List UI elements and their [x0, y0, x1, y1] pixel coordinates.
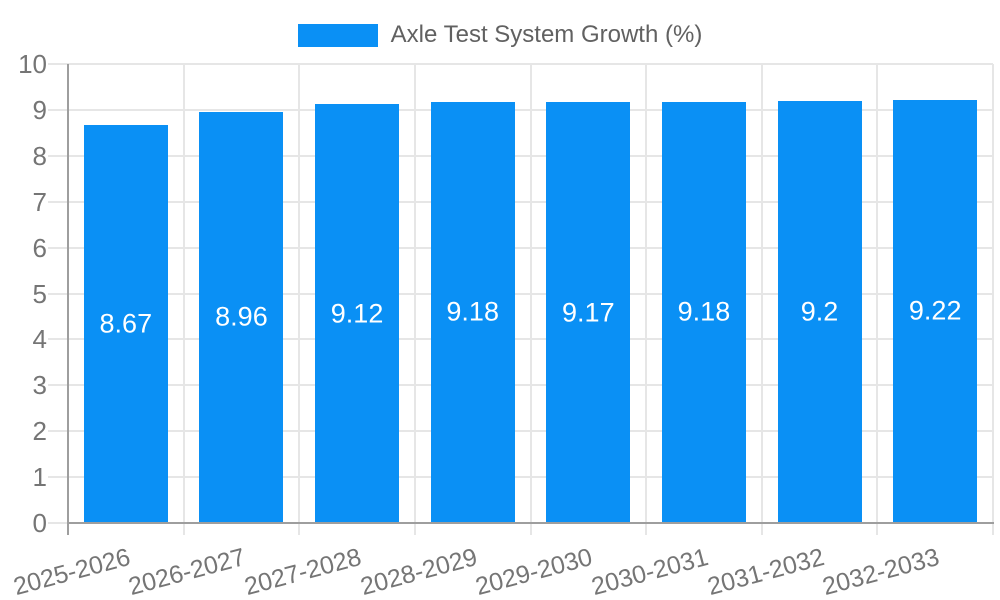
y-tick-label: 9 — [32, 94, 47, 125]
y-tick-label: 1 — [32, 462, 47, 493]
x-gridline — [182, 64, 185, 535]
bar: 9.18 — [430, 101, 515, 523]
bar-value-label: 8.96 — [215, 301, 268, 332]
bar-value-label: 8.67 — [99, 308, 153, 339]
y-tick-label: 4 — [32, 324, 47, 355]
x-gridline — [876, 64, 879, 535]
y-gridline — [48, 430, 993, 433]
bar: 9.12 — [315, 104, 400, 523]
y-tick-label: 2 — [32, 416, 47, 447]
x-gridline — [760, 64, 763, 535]
bar-value-label: 9.2 — [800, 296, 839, 327]
legend-series-label: Axle Test System Growth (%) — [390, 21, 703, 48]
bar: 8.67 — [83, 125, 168, 523]
y-tick-label: 0 — [32, 508, 47, 538]
y-tick-label: 6 — [32, 232, 47, 263]
bar-value-label: 9.12 — [330, 298, 384, 329]
y-gridline — [48, 384, 993, 387]
y-gridline — [48, 154, 993, 157]
y-gridline — [48, 63, 993, 65]
bar: 8.96 — [199, 111, 284, 523]
chart-legend: Axle Test System Growth (%) — [0, 21, 1000, 49]
y-gridline — [48, 476, 993, 479]
y-gridline — [48, 108, 993, 111]
y-gridline — [48, 200, 993, 203]
x-gridline — [992, 64, 994, 535]
x-gridline — [529, 64, 532, 535]
y-gridline — [48, 292, 993, 295]
y-tick-label: 3 — [32, 370, 47, 401]
x-axis-line — [67, 522, 994, 524]
y-tick-label: 10 — [18, 49, 47, 79]
y-axis-line — [67, 64, 69, 535]
bar-value-label: 9.18 — [446, 296, 499, 327]
bar-value-label: 9.17 — [562, 297, 615, 328]
y-tick-label: 8 — [32, 140, 47, 171]
bar: 9.2 — [777, 100, 862, 523]
legend-color-swatch — [297, 23, 378, 47]
y-gridline — [48, 246, 993, 249]
bar: 9.17 — [546, 102, 631, 523]
x-gridline — [645, 64, 648, 535]
bar-value-label: 9.22 — [908, 295, 962, 326]
x-gridline — [298, 64, 301, 535]
x-gridline — [413, 64, 416, 535]
y-tick-label: 5 — [32, 278, 47, 309]
bar: 9.22 — [893, 99, 978, 523]
y-gridline — [48, 338, 993, 341]
y-zero-tick — [48, 522, 68, 524]
bar-value-label: 9.18 — [677, 296, 731, 327]
y-tick-label: 7 — [32, 186, 47, 217]
bar: 9.18 — [661, 101, 746, 523]
